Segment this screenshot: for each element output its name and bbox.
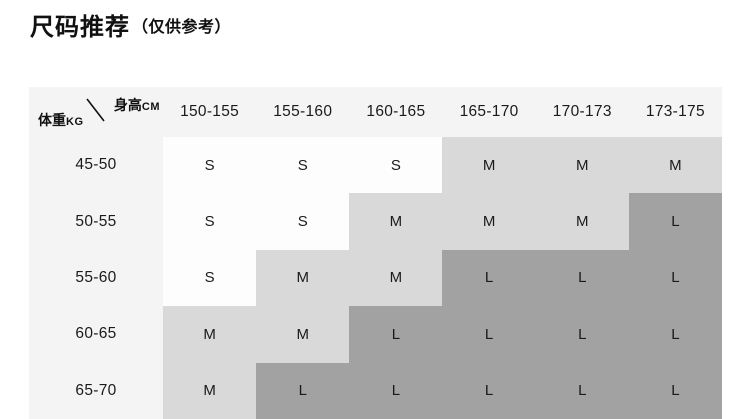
size-cell: M bbox=[442, 193, 536, 250]
size-cell: L bbox=[628, 193, 722, 250]
weight-row-label: 45-50 bbox=[29, 137, 163, 194]
height-column-header: 173-175 bbox=[628, 87, 722, 137]
size-cell: L bbox=[628, 249, 722, 307]
size-cell: S bbox=[256, 193, 350, 250]
size-chart-title: 尺码推荐 bbox=[30, 14, 130, 41]
size-cell: S bbox=[349, 137, 443, 194]
page-title: 尺码推荐 （仅供参考） bbox=[30, 7, 231, 42]
size-cell: L bbox=[535, 362, 629, 419]
height-column-header: 165-170 bbox=[442, 87, 536, 137]
size-cell: L bbox=[256, 362, 350, 419]
size-cell: M bbox=[163, 306, 257, 363]
size-cell: M bbox=[256, 249, 350, 307]
size-cell: M bbox=[163, 362, 257, 419]
size-recommendation-table: 身高CM 体重KG 150-155 155-160 160-165 165-170 17… bbox=[29, 87, 722, 419]
size-cell: M bbox=[442, 137, 536, 194]
height-axis-label: 身高CM bbox=[113, 97, 160, 113]
size-cell: L bbox=[442, 306, 536, 363]
weight-row-label: 50-55 bbox=[29, 193, 163, 250]
size-cell: S bbox=[163, 249, 257, 307]
weight-row-label: 65-70 bbox=[29, 362, 163, 419]
height-column-header: 150-155 bbox=[163, 87, 257, 137]
size-cell: M bbox=[349, 193, 443, 250]
size-cell: M bbox=[256, 306, 350, 363]
height-column-header: 155-160 bbox=[256, 87, 350, 137]
size-cell: L bbox=[349, 306, 443, 363]
size-cell: L bbox=[535, 306, 629, 363]
size-cell: L bbox=[628, 362, 722, 419]
size-cell: L bbox=[442, 249, 536, 307]
size-cell: L bbox=[628, 306, 722, 363]
size-cell: L bbox=[349, 362, 443, 419]
size-cell: M bbox=[535, 137, 629, 194]
height-column-header: 170-173 bbox=[535, 87, 629, 137]
size-cell: L bbox=[442, 362, 536, 419]
height-column-header: 160-165 bbox=[349, 87, 443, 137]
size-cell: S bbox=[163, 193, 257, 250]
size-cell: S bbox=[256, 137, 350, 194]
diagonal-divider-icon bbox=[86, 98, 105, 122]
weight-row-label: 60-65 bbox=[29, 306, 163, 363]
size-cell: M bbox=[628, 137, 722, 194]
size-cell: M bbox=[349, 249, 443, 307]
weight-axis-label: 体重KG bbox=[38, 112, 84, 128]
size-cell: S bbox=[163, 137, 257, 194]
axis-corner-cell: 身高CM 体重KG bbox=[29, 87, 163, 137]
size-cell: M bbox=[535, 193, 629, 250]
size-chart-subtitle: （仅供参考） bbox=[132, 18, 232, 36]
size-cell: L bbox=[535, 249, 629, 307]
weight-row-label: 55-60 bbox=[29, 249, 163, 307]
